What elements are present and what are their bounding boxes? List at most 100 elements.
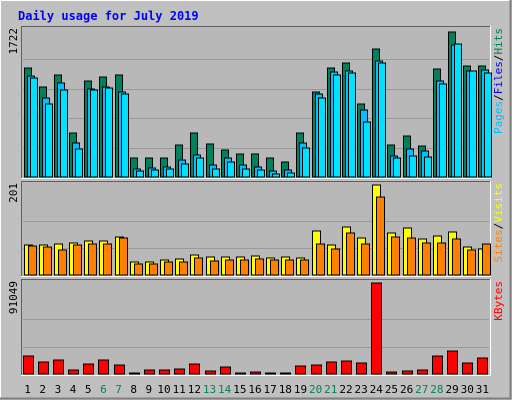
day-label: 11 bbox=[173, 383, 186, 396]
day-label: 31 bbox=[476, 383, 489, 396]
day-label: 7 bbox=[115, 383, 122, 396]
kbytes-bar bbox=[114, 364, 125, 375]
sites-bar bbox=[103, 243, 112, 276]
kbytes-bar bbox=[265, 372, 276, 375]
day-label: 29 bbox=[445, 383, 458, 396]
legend-kbytes: KBytes bbox=[492, 281, 505, 321]
sites-bar bbox=[88, 243, 97, 276]
legend-hits: Hits bbox=[492, 28, 505, 55]
sites-bar bbox=[437, 242, 446, 276]
pages-bar bbox=[242, 168, 250, 178]
kbytes-bar bbox=[371, 282, 382, 375]
day-label: 14 bbox=[218, 383, 232, 396]
sites-bar bbox=[270, 259, 279, 276]
pages-bar bbox=[333, 74, 341, 178]
pages-bar bbox=[439, 83, 447, 178]
pages-bar bbox=[363, 121, 371, 178]
day-label: 15 bbox=[233, 383, 246, 396]
pages-bar bbox=[257, 169, 265, 178]
sites-bar bbox=[194, 257, 203, 276]
sites-bar bbox=[452, 238, 461, 276]
sites-bar bbox=[149, 263, 158, 276]
pages-bar bbox=[302, 147, 310, 178]
visits-sites-legend: Sites/Visits bbox=[492, 183, 505, 263]
legend-files: Files bbox=[492, 61, 505, 94]
day-label: 28 bbox=[430, 383, 443, 396]
kbytes-bar bbox=[144, 369, 155, 375]
kbytes-bar bbox=[68, 369, 79, 375]
pages-bar bbox=[272, 173, 280, 178]
sites-bar bbox=[316, 243, 325, 276]
sites-bar bbox=[482, 243, 491, 276]
pages-bar bbox=[454, 43, 462, 178]
day-label: 10 bbox=[157, 383, 170, 396]
kbytes-bar bbox=[326, 361, 337, 375]
kbytes-bar bbox=[23, 355, 34, 375]
kbytes-bar bbox=[402, 370, 413, 375]
pages-bar bbox=[121, 93, 129, 178]
sites-bar bbox=[179, 261, 188, 276]
pages-bar bbox=[45, 103, 53, 178]
sites-bar bbox=[361, 243, 370, 276]
legend-separator: / bbox=[492, 94, 505, 101]
pages-bar bbox=[469, 70, 477, 178]
day-label: 23 bbox=[355, 383, 368, 396]
sites-bar bbox=[210, 260, 219, 276]
sites-bar bbox=[255, 258, 264, 276]
day-label: 18 bbox=[279, 383, 292, 396]
kbytes-bar bbox=[356, 362, 367, 375]
day-axis-labels: 1 2 3 4 5 6 7 8 9 10 11 12 13 14 15 16 17 18 19 20 21 22 23 24 2… bbox=[24, 383, 489, 396]
pages-bar bbox=[105, 87, 113, 178]
day-label: 27 bbox=[415, 383, 428, 396]
sites-bar bbox=[331, 248, 340, 276]
kbytes-bar bbox=[417, 369, 428, 375]
pages-bar bbox=[196, 157, 204, 178]
kbytes-bar bbox=[235, 372, 246, 375]
day-label: 5 bbox=[85, 383, 92, 396]
kbytes-bar bbox=[447, 350, 458, 375]
sites-bar bbox=[285, 259, 294, 276]
kbytes-bar bbox=[295, 365, 306, 375]
day-label: 4 bbox=[70, 383, 77, 396]
kbytes-bar bbox=[159, 369, 170, 375]
sites-bar bbox=[240, 259, 249, 276]
chart-title: Daily usage for July 2019 bbox=[18, 9, 199, 23]
day-label: 20 bbox=[309, 383, 322, 396]
pages-bar bbox=[136, 170, 144, 178]
sites-bar bbox=[28, 245, 37, 276]
pages-bar bbox=[166, 168, 174, 178]
kbytes-bar bbox=[220, 366, 231, 375]
kbytes-bar bbox=[189, 363, 200, 375]
kbytes-bar bbox=[83, 363, 94, 375]
kbytes-bar bbox=[432, 355, 443, 375]
sites-bar bbox=[119, 237, 128, 276]
visits-sites-panel bbox=[21, 181, 491, 277]
pages-bar bbox=[75, 148, 83, 178]
day-label: 16 bbox=[248, 383, 261, 396]
hits-axis-max-label: 1722 bbox=[7, 28, 20, 55]
day-label: 19 bbox=[294, 383, 307, 396]
pages-bar bbox=[393, 157, 401, 178]
sites-bar bbox=[407, 237, 416, 276]
kbytes-axis-max-label: 91049 bbox=[7, 281, 20, 314]
hits-files-pages-panel bbox=[21, 26, 492, 179]
pages-bar bbox=[151, 169, 159, 178]
legend-separator: / bbox=[492, 223, 505, 230]
day-label: 26 bbox=[400, 383, 413, 396]
sites-bar bbox=[346, 232, 355, 276]
sites-bar bbox=[73, 244, 82, 276]
kbytes-bar bbox=[174, 368, 185, 375]
pages-bar bbox=[484, 72, 492, 178]
pages-bar bbox=[60, 89, 68, 178]
day-label: 9 bbox=[146, 383, 153, 396]
sites-bar bbox=[376, 196, 385, 276]
pages-bar bbox=[90, 89, 98, 178]
pages-bar bbox=[318, 97, 326, 178]
kbytes-bar bbox=[386, 371, 397, 375]
pages-bar bbox=[378, 62, 386, 178]
sites-bar bbox=[300, 259, 309, 276]
kbytes-bar bbox=[280, 372, 291, 375]
kbytes-bar bbox=[53, 359, 64, 375]
kbytes-bar bbox=[98, 359, 109, 375]
